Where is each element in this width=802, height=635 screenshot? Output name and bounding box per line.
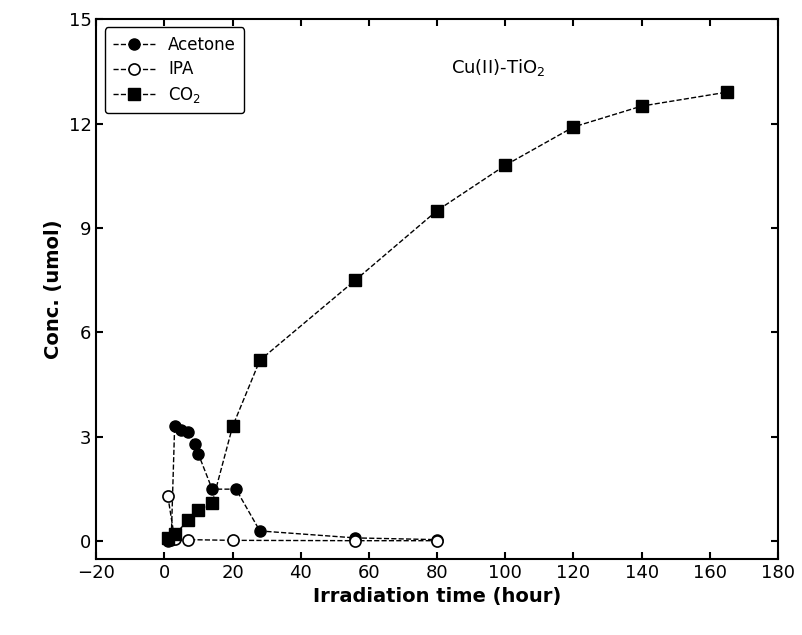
Acetone (170, 423, 180, 431)
Y-axis label: Conc. (umol): Conc. (umol) (44, 219, 63, 359)
IPA (228, 537, 237, 544)
IPA (163, 492, 172, 500)
Acetone (350, 534, 360, 542)
CO$_2$ (163, 534, 172, 542)
CO$_2$ (170, 531, 180, 538)
CO$_2$ (255, 356, 265, 364)
IPA (170, 535, 180, 543)
CO$_2$ (350, 276, 360, 284)
CO$_2$ (569, 123, 578, 131)
CO$_2$ (194, 506, 204, 514)
Line: Acetone: Acetone (162, 421, 443, 546)
Text: Cu(II)-TiO$_2$: Cu(II)-TiO$_2$ (451, 57, 545, 78)
Acetone (231, 485, 241, 493)
Legend: Acetone, IPA, CO$_2$: Acetone, IPA, CO$_2$ (104, 27, 244, 114)
Acetone (207, 485, 217, 493)
Acetone (163, 537, 172, 544)
Acetone (176, 426, 186, 434)
Acetone (184, 428, 193, 436)
IPA (432, 537, 442, 544)
CO$_2$ (722, 88, 731, 96)
Acetone (190, 440, 200, 448)
CO$_2$ (500, 161, 510, 169)
Acetone (432, 536, 442, 544)
Acetone (167, 536, 176, 544)
Line: CO$_2$: CO$_2$ (162, 86, 732, 544)
Acetone (194, 450, 204, 458)
Acetone (255, 527, 265, 535)
CO$_2$ (432, 207, 442, 215)
IPA (350, 537, 360, 544)
X-axis label: Irradiation time (hour): Irradiation time (hour) (313, 587, 561, 606)
IPA (184, 536, 193, 544)
CO$_2$ (207, 499, 217, 507)
CO$_2$ (637, 102, 646, 110)
CO$_2$ (228, 423, 237, 431)
CO$_2$ (184, 517, 193, 525)
Line: IPA: IPA (162, 491, 443, 546)
